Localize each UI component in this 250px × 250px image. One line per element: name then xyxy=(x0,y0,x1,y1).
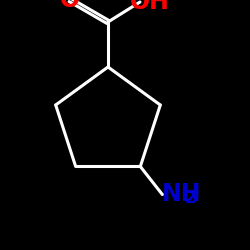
Text: O: O xyxy=(60,0,80,12)
Text: OH: OH xyxy=(130,0,170,14)
Text: 2: 2 xyxy=(184,190,196,208)
Text: NH: NH xyxy=(162,182,202,206)
